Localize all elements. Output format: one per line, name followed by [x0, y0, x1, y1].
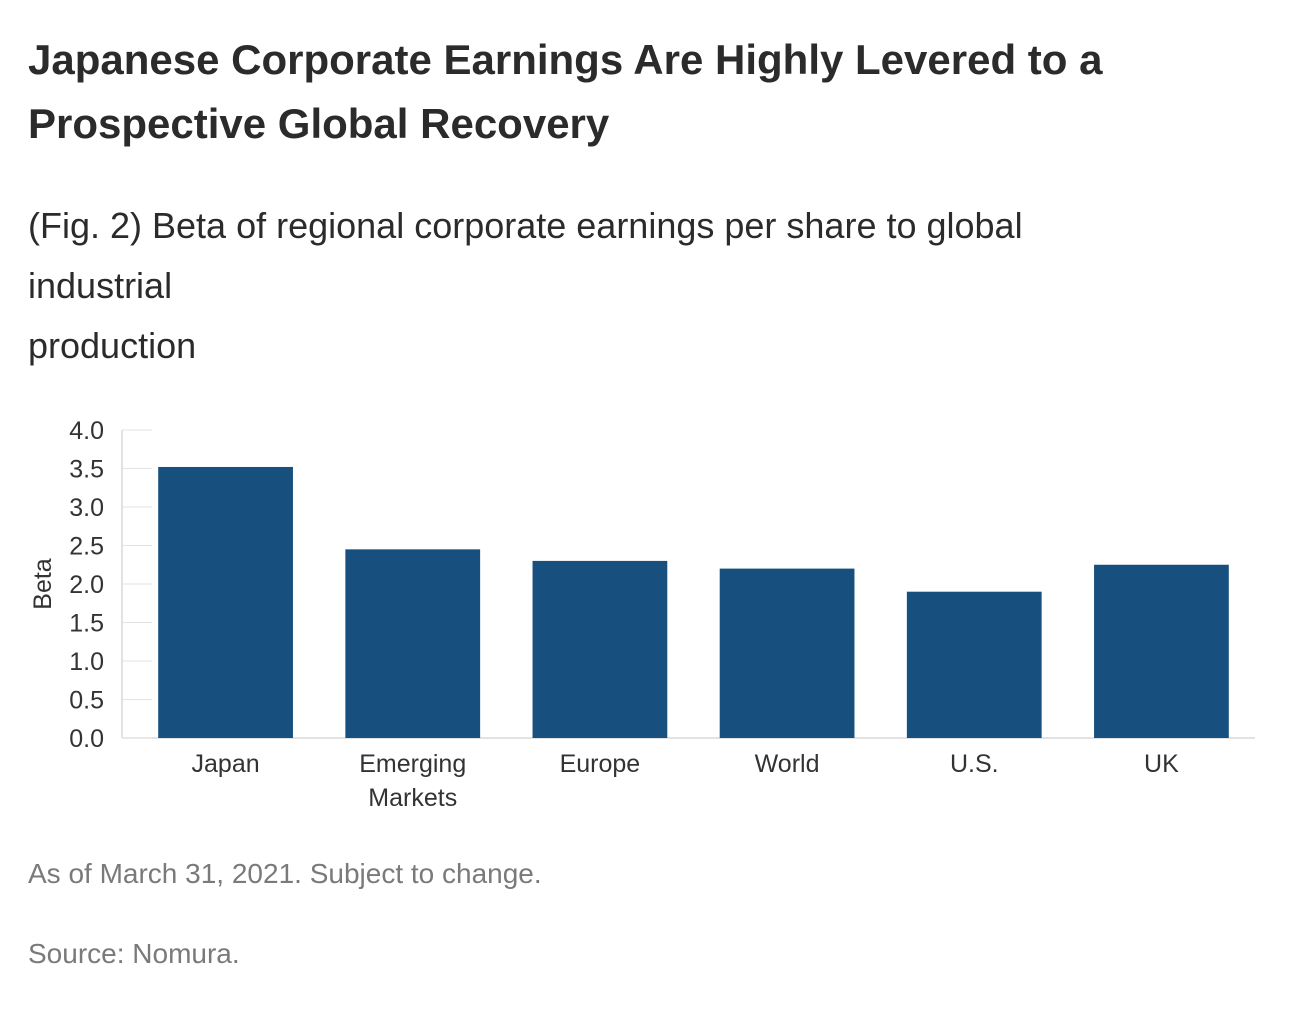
chart-subtitle-line-3: production [28, 325, 197, 366]
bar-chart: 0.0 0.5 1.0 1.5 2.0 2.5 3.0 3.5 4.0 Beta Japan Emer… [29, 417, 1255, 812]
y-tick-label: 3.5 [69, 456, 104, 484]
y-tick-label: 0.5 [69, 687, 104, 715]
y-tick-label: 1.5 [69, 610, 104, 638]
x-tick-label: UK [1144, 750, 1179, 778]
chart-subtitle: (Fig. 2) Beta of regional corporate earn… [28, 196, 1278, 376]
x-tick-label: Markets [368, 784, 457, 812]
as-of-note: As of March 31, 2021. Subject to change. [28, 858, 542, 889]
x-tick-label: Europe [560, 750, 641, 778]
source-note: Source: Nomura. [28, 938, 240, 969]
chart-subtitle-line-1: (Fig. 2) Beta of regional corporate earn… [28, 205, 1023, 246]
x-tick-label: Emerging [359, 750, 466, 778]
y-tick-label: 0.0 [69, 725, 104, 753]
chart-title-line-1: Japanese Corporate Earnings Are Highly L… [28, 36, 1103, 83]
y-axis-label: Beta [29, 558, 57, 610]
chart-subtitle-line-2: industrial [28, 265, 173, 306]
x-tick-label: Japan [192, 750, 260, 778]
bar [719, 568, 855, 738]
y-tick-label: 4.0 [69, 417, 104, 445]
bar [345, 549, 481, 738]
y-tick-label: 2.5 [69, 533, 104, 561]
y-tick-label: 2.0 [69, 571, 104, 599]
bar [158, 466, 293, 738]
chart-title: Japanese Corporate Earnings Are Highly L… [28, 28, 1278, 156]
bar [1094, 564, 1229, 738]
x-tick-label: U.S. [950, 750, 999, 778]
y-tick-label: 1.0 [69, 648, 104, 676]
y-tick-label: 3.0 [69, 494, 104, 522]
bar [532, 560, 668, 738]
bar [906, 591, 1042, 738]
chart-title-line-2: Prospective Global Recovery [28, 100, 610, 147]
x-tick-label: World [755, 750, 820, 778]
